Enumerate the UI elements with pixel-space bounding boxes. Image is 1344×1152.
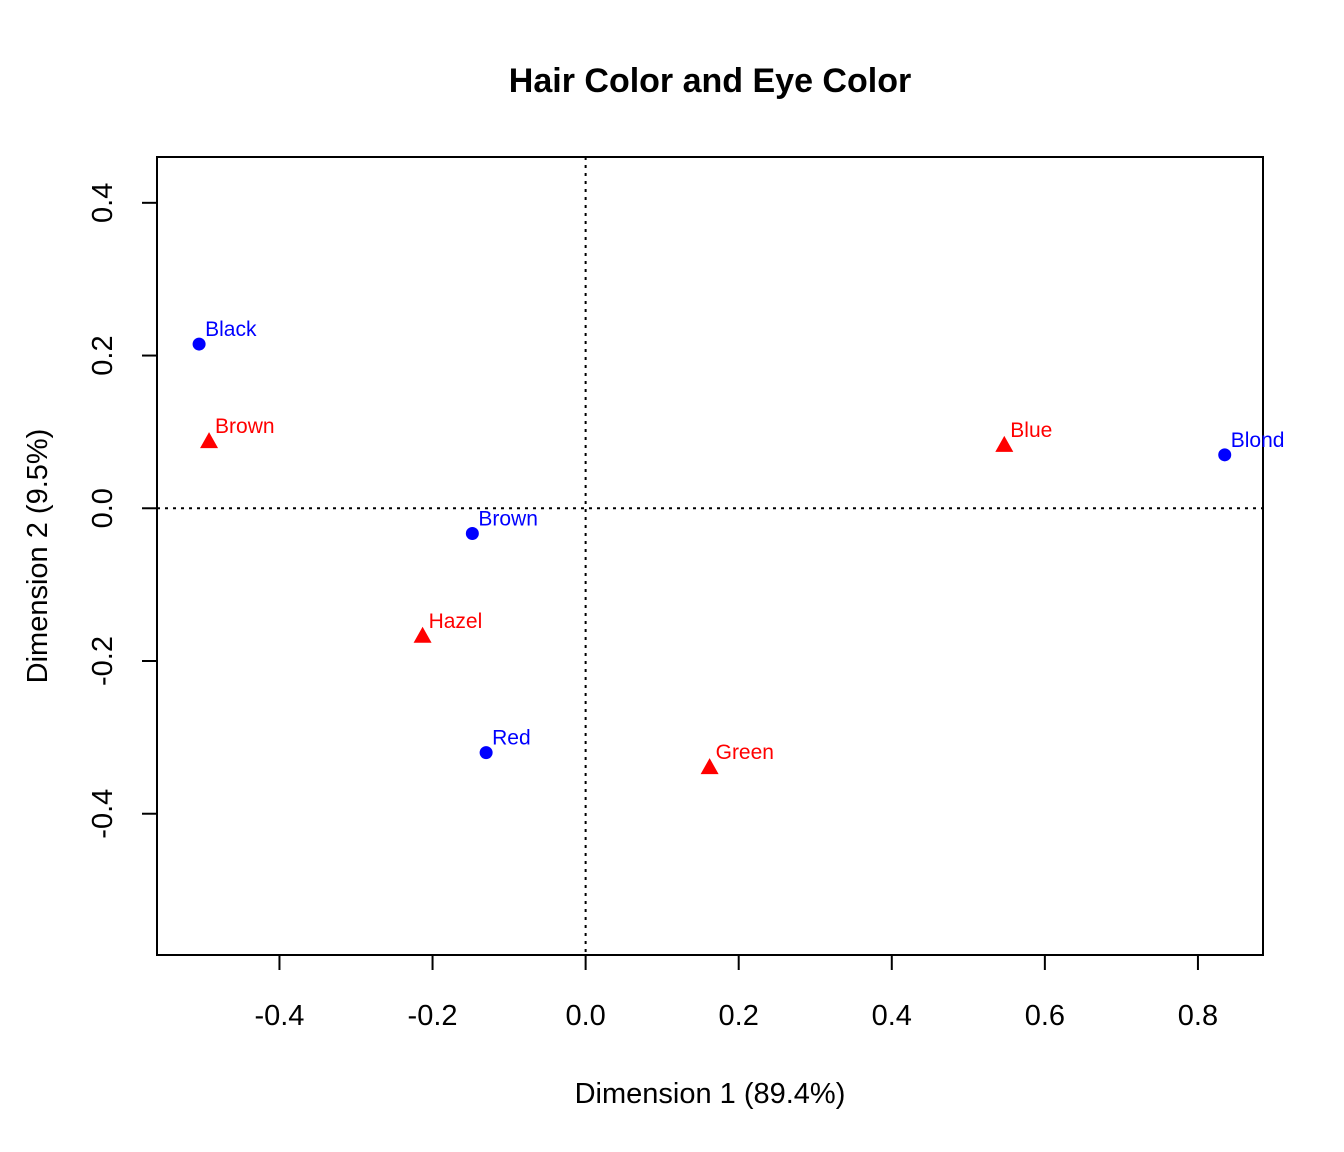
y-tick-label: -0.2 [87,636,119,686]
point-blond-circle [1218,448,1232,462]
x-tick-label: 0.4 [872,1000,912,1032]
x-axis-label: Dimension 1 (89.4%) [575,1078,846,1110]
y-axis: -0.4 -0.2 0.0 0.2 0.4 [87,183,158,839]
point-label-blue: Blue [1010,419,1052,442]
x-axis: -0.4 -0.2 0.0 0.2 0.4 0.6 0.8 [254,954,1218,1032]
x-tick-label: 0.2 [719,1000,759,1032]
point-label-hazel: Hazel [429,610,483,633]
y-axis-label: Dimension 2 (9.5%) [22,429,54,684]
point-brown-triangle [200,432,219,449]
point-label-green: Green [716,741,774,764]
x-tick-label: -0.4 [254,1000,304,1032]
plot-frame [156,156,1264,956]
point-green-triangle [700,758,719,775]
y-tick-label: 0.0 [87,488,119,528]
x-tick-label: 0.8 [1178,1000,1218,1032]
point-brown-circle [465,526,479,540]
y-tick-label: -0.4 [87,789,119,839]
point-label-black: Black [205,318,257,341]
point-red-circle [479,746,493,760]
point-label-brown: Brown [478,507,538,530]
point-black-circle [192,337,206,351]
chart-title: Hair Color and Eye Color [509,62,911,100]
x-tick-label: 0.0 [565,1000,605,1032]
point-label-red: Red [492,727,531,750]
data-points: Black Brown Red Blond Brown Hazel Green Blue [192,318,1285,775]
x-tick-label: 0.6 [1025,1000,1065,1032]
point-label-brown: Brown [215,415,275,438]
x-tick-label: -0.2 [408,1000,458,1032]
y-tick-label: 0.2 [87,335,119,375]
point-hazel-triangle [413,626,432,643]
y-tick-label: 0.4 [87,183,119,223]
point-label-blond: Blond [1231,429,1285,452]
point-blue-triangle [995,435,1014,452]
